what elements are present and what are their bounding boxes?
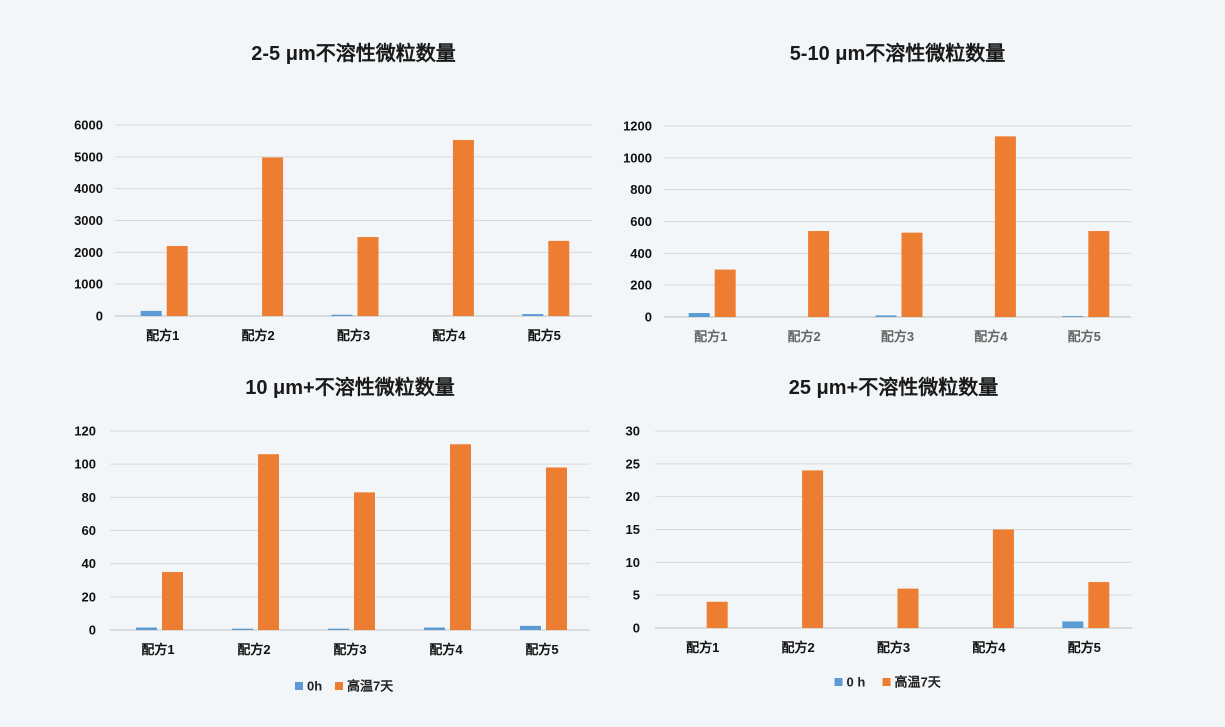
y-tick-label: 10 xyxy=(626,555,640,570)
x-category-label: 配方1 xyxy=(141,642,174,657)
x-category-label: 配方4 xyxy=(972,640,1006,655)
y-tick-label: 800 xyxy=(630,182,652,197)
bar-0h xyxy=(1062,316,1084,317)
legend-label: 高温7天 xyxy=(347,679,394,694)
bar-0h xyxy=(520,625,541,630)
y-tick-label: 5 xyxy=(633,588,640,603)
bar-hot-7d xyxy=(262,157,284,316)
x-category-label: 配方5 xyxy=(525,642,558,657)
legend-label: 0h xyxy=(307,679,322,694)
bar-hot-7d xyxy=(162,571,183,630)
x-category-label: 配方5 xyxy=(528,328,561,343)
x-category-label: 配方1 xyxy=(686,640,719,655)
chart-title: 5-10 μm不溶性微粒数量 xyxy=(790,41,1006,65)
legend-label: 高温7天 xyxy=(895,675,942,690)
y-tick-label: 15 xyxy=(626,522,640,537)
bar-hot-7d xyxy=(802,470,824,628)
x-category-label: 配方1 xyxy=(146,328,179,343)
bar-0h xyxy=(522,314,544,316)
chart-title: 10 μm+不溶性微粒数量 xyxy=(245,375,455,399)
legend-swatch-hot-7d xyxy=(882,678,891,686)
y-tick-label: 0 xyxy=(96,309,103,324)
bar-hot-7d xyxy=(452,139,474,316)
y-tick-label: 1200 xyxy=(623,119,652,134)
bar-0h xyxy=(424,627,445,630)
y-tick-label: 0 xyxy=(89,623,96,638)
y-tick-label: 0 xyxy=(645,310,652,325)
x-category-label: 配方5 xyxy=(1068,329,1101,344)
x-category-label: 配方2 xyxy=(241,328,274,343)
bar-hot-7d xyxy=(1088,231,1110,317)
x-category-label: 配方3 xyxy=(881,329,914,344)
y-tick-label: 120 xyxy=(74,424,96,439)
y-tick-label: 2000 xyxy=(74,245,103,260)
bar-0h xyxy=(328,628,349,630)
x-category-label: 配方4 xyxy=(432,328,466,343)
bar-chart-4: 25 μm+不溶性微粒数量 0 5 10 15 20 25 30 配方1 配方2 配方3 配方4 配方5… xyxy=(626,375,1132,690)
y-tick-label: 80 xyxy=(82,490,96,505)
y-tick-label: 200 xyxy=(630,278,652,293)
bar-hot-7d xyxy=(166,245,188,316)
bar-chart-3: 10 μm+不溶性微粒数量 0 20 40 60 80 100 120 配方1 配方2 配方3 配方4… xyxy=(74,375,590,694)
bar-chart-1: 2-5 μm不溶性微粒数量 0 1000 2000 3000 4000 5000 6000 配方… xyxy=(74,41,592,343)
y-tick-label: 5000 xyxy=(74,149,103,164)
y-tick-label: 6000 xyxy=(74,118,103,133)
y-tick-label: 4000 xyxy=(74,181,103,196)
bar-0h xyxy=(140,310,162,316)
y-tick-label: 40 xyxy=(82,556,96,571)
bar-hot-7d xyxy=(897,588,919,628)
x-category-label: 配方2 xyxy=(781,640,814,655)
legend-swatch-0h xyxy=(834,678,843,686)
bar-hot-7d xyxy=(706,601,728,628)
bar-0h xyxy=(136,627,157,630)
y-tick-label: 3000 xyxy=(74,213,103,228)
legend-swatch-0h xyxy=(295,682,303,690)
y-tick-label: 20 xyxy=(626,489,640,504)
y-tick-label: 600 xyxy=(630,214,652,229)
bar-hot-7d xyxy=(548,240,570,316)
bar-hot-7d xyxy=(992,529,1014,628)
x-category-label: 配方2 xyxy=(237,642,270,657)
x-category-label: 配方3 xyxy=(333,642,366,657)
bar-hot-7d xyxy=(450,444,471,630)
bar-hot-7d xyxy=(901,232,923,317)
bar-0h xyxy=(688,313,710,317)
bar-hot-7d xyxy=(354,492,375,630)
y-tick-label: 30 xyxy=(626,424,640,439)
bar-0h xyxy=(232,628,253,630)
bar-0h xyxy=(1062,621,1084,628)
bar-hot-7d xyxy=(546,467,567,630)
x-category-label: 配方5 xyxy=(1068,640,1101,655)
y-tick-label: 25 xyxy=(626,456,640,471)
x-category-label: 配方1 xyxy=(694,329,727,344)
bar-hot-7d xyxy=(1088,582,1110,628)
chart-title: 25 μm+不溶性微粒数量 xyxy=(789,375,999,399)
y-tick-label: 60 xyxy=(82,523,96,538)
bar-hot-7d xyxy=(994,136,1016,317)
x-category-label: 配方2 xyxy=(787,329,820,344)
legend-swatch-hot-7d xyxy=(335,682,343,690)
y-tick-label: 400 xyxy=(630,246,652,261)
bar-hot-7d xyxy=(714,269,736,317)
y-tick-label: 0 xyxy=(633,621,640,636)
x-category-label: 配方3 xyxy=(337,328,370,343)
bar-hot-7d xyxy=(808,231,830,317)
x-category-label: 配方3 xyxy=(877,640,910,655)
x-category-label: 配方4 xyxy=(429,642,463,657)
bar-0h xyxy=(331,314,353,316)
y-tick-label: 100 xyxy=(74,457,96,472)
bar-hot-7d xyxy=(357,237,379,316)
legend-label: 0 h xyxy=(847,675,866,690)
bar-hot-7d xyxy=(258,454,279,630)
chart-title: 2-5 μm不溶性微粒数量 xyxy=(251,41,455,65)
y-tick-label: 1000 xyxy=(623,150,652,165)
y-tick-label: 20 xyxy=(82,589,96,604)
y-tick-label: 1000 xyxy=(74,277,103,292)
bar-0h xyxy=(875,315,897,317)
bar-chart-2: 5-10 μm不溶性微粒数量 0 200 400 600 800 1000 1200 配方1 配方… xyxy=(623,41,1131,344)
x-category-label: 配方4 xyxy=(974,329,1008,344)
